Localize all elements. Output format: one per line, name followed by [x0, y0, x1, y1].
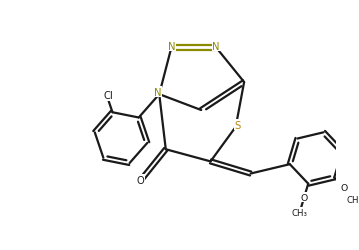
Text: O: O: [137, 175, 144, 185]
Text: S: S: [235, 120, 241, 130]
Text: O: O: [300, 193, 308, 202]
Text: N: N: [168, 42, 175, 51]
Text: CH₃: CH₃: [292, 208, 308, 217]
Text: O: O: [340, 184, 348, 192]
Text: Cl: Cl: [103, 91, 113, 101]
Text: CH₃: CH₃: [347, 195, 359, 204]
Text: N: N: [154, 87, 161, 97]
Text: N: N: [213, 42, 220, 51]
